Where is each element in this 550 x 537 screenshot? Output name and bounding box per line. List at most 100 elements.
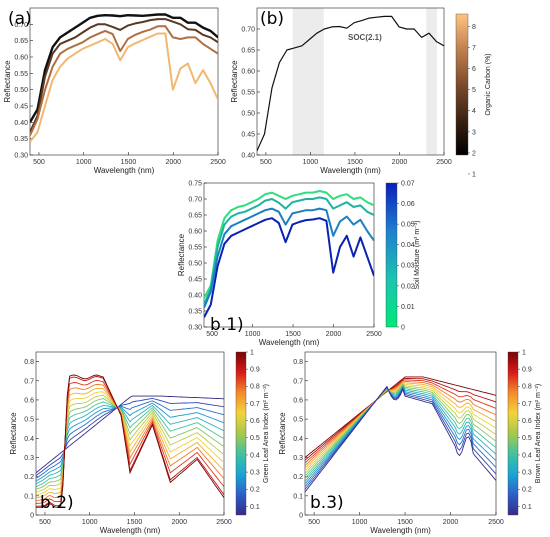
colorbar-tick-label: 0.4: [250, 452, 260, 459]
colorbar-tick-label: 0.7: [250, 401, 260, 408]
panel-label: b.3): [310, 493, 344, 513]
colorbar-tick-label: 0.04: [401, 242, 415, 249]
series-line: [30, 18, 218, 133]
x-tick-label: 2000: [326, 331, 342, 338]
x-tick-label: 1500: [121, 159, 137, 166]
series-line: [257, 15, 444, 152]
colorbar-tick-label: 0.05: [401, 222, 415, 229]
family-line: [36, 384, 224, 502]
family-line: [305, 386, 496, 487]
family-line: [305, 381, 496, 469]
family-line: [36, 400, 224, 479]
x-tick-label: 2500: [210, 159, 226, 166]
y-tick-label: 0.70: [188, 197, 202, 204]
colorbar-tick-label: 0.9: [522, 367, 532, 374]
x-tick-label: 1500: [285, 331, 301, 338]
panel-label: b.1): [210, 315, 244, 335]
family-line: [305, 377, 496, 461]
y-tick-label: 0.1: [293, 493, 303, 500]
y-tick-label: 0.5: [293, 417, 303, 424]
family-line: [36, 374, 224, 508]
series-group: [257, 15, 444, 152]
colorbar-tick-label: 3: [472, 129, 476, 136]
colorbar-tick-label: 2: [472, 150, 476, 157]
colorbar-label: Organic Carbon (%): [485, 53, 492, 115]
colorbar-label: Soil Moisture (m³ m⁻³): [414, 220, 421, 289]
colorbar-label: Green Leaf Area Index (m² m⁻²): [263, 384, 270, 483]
x-tick-label: 2000: [165, 159, 181, 166]
x-tick-label: 2500: [488, 519, 504, 526]
series-line: [30, 13, 218, 123]
colorbar-tick-label: 0.6: [250, 418, 260, 425]
family-line: [305, 376, 496, 458]
y-tick-label: 0.5: [24, 417, 34, 424]
colorbar-tick-label: 4: [472, 108, 476, 115]
y-axis-label: Reflectance: [278, 412, 287, 455]
y-tick-label: 0.8: [24, 359, 34, 366]
colorbar-tick-label: 1: [250, 349, 254, 356]
y-tick-label: 0.65: [188, 213, 202, 220]
colorbar-tick-label: 6: [472, 66, 476, 73]
y-tick-label: 0.70: [14, 22, 28, 29]
x-axis-label: Wavelength (nm): [94, 166, 155, 175]
series-line: [30, 32, 218, 143]
colorbar-tick-label: 0.6: [522, 418, 532, 425]
series-line: [204, 217, 374, 318]
colorbar-tick-label: 0.01: [401, 304, 415, 311]
colorbar-tick-label: 0.2: [250, 487, 260, 494]
series-group: [36, 374, 224, 508]
y-tick-label: 0.60: [188, 229, 202, 236]
y-tick-label: 0.3: [293, 455, 303, 462]
colorbar-tick-label: 1: [472, 171, 476, 178]
colorbar-tick-label: 0.8: [522, 384, 532, 391]
x-tick-label: 1000: [303, 159, 319, 166]
family-line: [36, 397, 224, 476]
y-tick-label: 0.50: [241, 111, 255, 118]
x-axis-label: Wavelength (nm): [370, 526, 431, 535]
x-tick-label: 1000: [352, 519, 368, 526]
series-line: [204, 207, 374, 309]
colorbar-label: Brown Leaf Area Index (m² m⁻²): [535, 384, 542, 483]
chart-b3: 500 1000 1500 2000 2500 0 0.1 0.2 0.3 0.4 0.5 0.6 0.…: [278, 349, 542, 535]
y-tick-label: 0.65: [241, 48, 255, 55]
y-tick-label: 0.1: [24, 493, 34, 500]
x-tick-label: 1000: [245, 331, 261, 338]
colorbar-tick-label: 0.8: [250, 384, 260, 391]
series-group: [204, 190, 374, 318]
x-tick-label: 1000: [76, 159, 92, 166]
chart-a: 500 1000 1500 2000 2500 0.30 0.35 0.40 0.45 0.50 0…: [3, 7, 226, 175]
colorbar: [235, 351, 247, 516]
family-line: [305, 382, 496, 472]
family-line: [36, 404, 224, 485]
y-tick-label: 0.2: [24, 474, 34, 481]
family-line: [305, 383, 496, 474]
colorbar-tick-label: 0.4: [522, 452, 532, 459]
y-tick-label: 0.55: [241, 90, 255, 97]
family-line: [36, 376, 224, 507]
panel-label: b.2): [40, 493, 74, 513]
plot-frame: [203, 182, 375, 328]
family-line: [305, 385, 496, 493]
family-line: [305, 380, 496, 466]
plot-frame: [256, 7, 445, 156]
x-axis-label: Wavelength (nm): [320, 166, 381, 175]
panel-label: (b): [260, 9, 284, 29]
x-tick-label: 2500: [366, 331, 382, 338]
colorbar-tick-label: 0.3: [250, 470, 260, 477]
colorbar-tick-label: 0.2: [522, 487, 532, 494]
series-line: [30, 25, 218, 136]
family-line: [305, 385, 496, 485]
colorbar-tick-label: 5: [472, 87, 476, 94]
x-tick-label: 1500: [397, 519, 413, 526]
shaded-band: [426, 8, 437, 155]
y-tick-label: 0.3: [24, 455, 34, 462]
series-group: [305, 376, 496, 493]
family-line: [36, 402, 224, 482]
colorbar-tick-label: 0.3: [522, 470, 532, 477]
family-line: [36, 395, 224, 474]
y-axis-label: Reflectance: [3, 60, 12, 103]
colorbar-tick-label: 0.03: [401, 263, 415, 270]
x-tick-label: 2000: [171, 519, 187, 526]
y-tick-label: 0.65: [14, 38, 28, 45]
